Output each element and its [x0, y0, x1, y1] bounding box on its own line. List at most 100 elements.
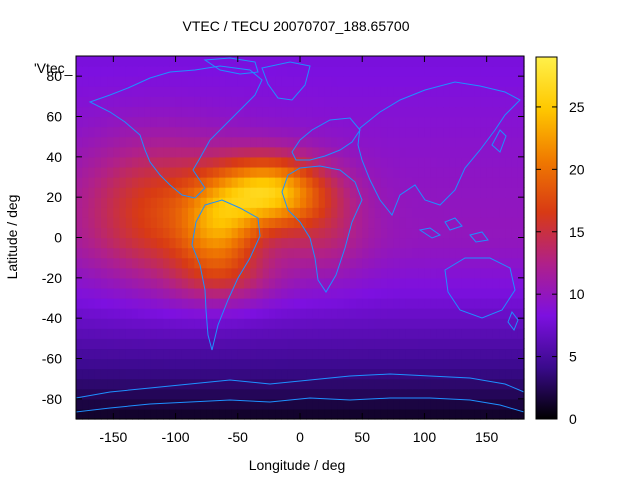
heatmap-cell — [412, 197, 419, 208]
heatmap-cell — [244, 398, 251, 410]
heatmap-cell — [486, 126, 494, 138]
heatmap-cell — [486, 156, 494, 168]
heatmap-cell — [156, 408, 164, 420]
heatmap-cell — [399, 237, 407, 249]
heatmap-cell — [188, 287, 195, 299]
heatmap-cell — [281, 76, 289, 87]
heatmap-cell — [430, 287, 438, 299]
heatmap-cell — [231, 126, 239, 138]
heatmap-cell — [88, 277, 96, 289]
heatmap-cell — [244, 388, 251, 400]
heatmap-cell — [163, 237, 170, 249]
heatmap-cell — [449, 237, 457, 249]
heatmap-cell — [144, 146, 152, 158]
heatmap-cell — [100, 408, 108, 420]
heatmap-cell — [119, 116, 127, 128]
heatmap-cell — [250, 267, 258, 279]
heatmap-cell — [455, 146, 463, 158]
heatmap-cell — [418, 328, 426, 339]
heatmap-cell — [212, 358, 220, 370]
heatmap-cell — [268, 298, 276, 309]
heatmap-cell — [200, 126, 208, 138]
heatmap-cell — [300, 166, 307, 178]
heatmap-cell — [492, 106, 500, 118]
heatmap-cell — [337, 166, 345, 178]
heatmap-cell — [499, 187, 506, 198]
heatmap-cell — [436, 338, 444, 350]
heatmap-cell — [349, 187, 357, 198]
heatmap-cell — [175, 106, 183, 118]
heatmap-cell — [256, 237, 264, 249]
heatmap-cell — [405, 116, 413, 128]
heatmap-cell — [443, 318, 450, 329]
heatmap-cell — [461, 308, 469, 319]
heatmap-cell — [399, 217, 407, 229]
heatmap-cell — [250, 348, 258, 360]
heatmap-cell — [206, 227, 214, 239]
heatmap-cell — [206, 116, 214, 128]
heatmap-cell — [455, 56, 463, 67]
heatmap-cell — [499, 177, 506, 188]
heatmap-cell — [312, 187, 320, 198]
heatmap-cell — [119, 86, 127, 97]
heatmap-cell — [287, 76, 295, 87]
heatmap-cell — [399, 136, 407, 148]
heatmap-cell — [144, 177, 152, 188]
heatmap-cell — [132, 318, 139, 329]
heatmap-cell — [436, 408, 444, 420]
heatmap-cell — [312, 126, 320, 138]
heatmap-cell — [517, 177, 525, 188]
heatmap-cell — [82, 217, 90, 229]
heatmap-cell — [169, 348, 177, 360]
heatmap-cell — [331, 247, 338, 259]
heatmap-cell — [393, 126, 401, 138]
heatmap-cell — [306, 308, 314, 319]
heatmap-cell — [324, 237, 332, 249]
heatmap-cell — [94, 76, 102, 87]
heatmap-cell — [387, 257, 394, 269]
heatmap-cell — [293, 287, 301, 299]
heatmap-cell — [318, 358, 326, 370]
heatmap-cell — [200, 76, 208, 87]
heatmap-cell — [399, 338, 407, 350]
heatmap-cell — [119, 408, 127, 420]
heatmap-cell — [461, 197, 469, 208]
heatmap-cell — [443, 177, 450, 188]
y-tick-label: -80 — [42, 391, 62, 407]
heatmap-cell — [356, 136, 363, 148]
heatmap-cell — [219, 96, 226, 108]
heatmap-cell — [430, 207, 438, 218]
heatmap-cell — [287, 358, 295, 370]
heatmap-cell — [405, 338, 413, 350]
heatmap-cell — [100, 237, 108, 249]
heatmap-cell — [306, 277, 314, 289]
heatmap-cell — [76, 308, 83, 319]
heatmap-cell — [480, 247, 488, 259]
heatmap-cell — [206, 156, 214, 168]
heatmap-cell — [356, 227, 363, 239]
heatmap-cell — [337, 66, 345, 77]
heatmap-cell — [405, 126, 413, 138]
heatmap-cell — [505, 308, 513, 319]
heatmap-cell — [374, 96, 382, 108]
heatmap-cell — [138, 207, 146, 218]
heatmap-cell — [138, 187, 146, 198]
heatmap-cell — [138, 197, 146, 208]
heatmap-cell — [225, 156, 233, 168]
heatmap-cell — [499, 136, 506, 148]
heatmap-cell — [237, 358, 245, 370]
heatmap-cell — [418, 378, 426, 390]
heatmap-cell — [194, 237, 202, 249]
heatmap-cell — [343, 177, 351, 188]
heatmap-cell — [399, 146, 407, 158]
heatmap-cell — [76, 298, 83, 309]
heatmap-cell — [511, 56, 519, 67]
heatmap-cell — [262, 287, 270, 299]
heatmap-cell — [461, 267, 469, 279]
heatmap-cell — [436, 126, 444, 138]
heatmap-cell — [206, 197, 214, 208]
heatmap-cell — [169, 287, 177, 299]
heatmap-cell — [82, 237, 90, 249]
heatmap-cell — [175, 247, 183, 259]
heatmap-cell — [262, 177, 270, 188]
